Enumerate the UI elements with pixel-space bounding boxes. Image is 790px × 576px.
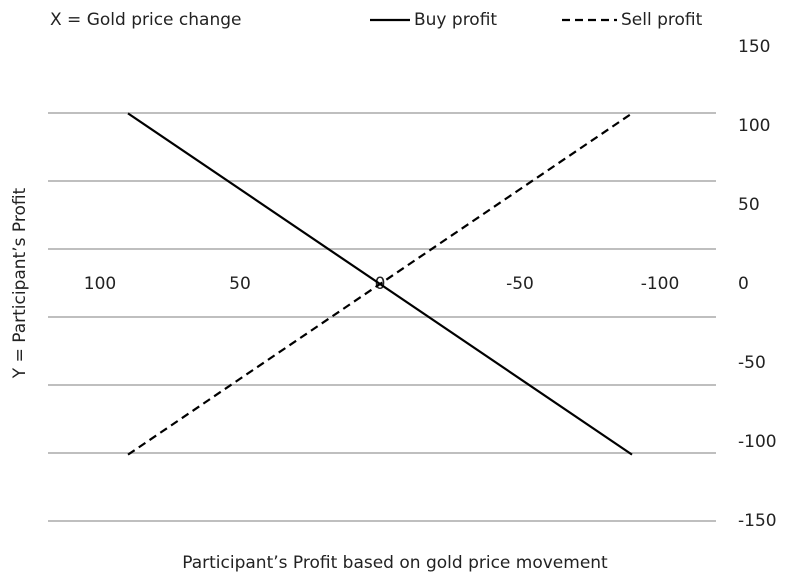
legend-label: Sell profit <box>621 10 703 30</box>
y-tick-label: 50 <box>738 195 760 215</box>
x-tick-label: 50 <box>229 274 251 294</box>
legend-label: Buy profit <box>414 10 497 30</box>
chart-title: Participant’s Profit based on gold price… <box>182 553 608 573</box>
x-tick-label: -100 <box>641 274 680 294</box>
y-tick-label: 0 <box>738 274 749 294</box>
y-tick-label: 100 <box>738 116 770 136</box>
x-axis-label: X = Gold price change <box>50 10 241 30</box>
x-tick-label: -50 <box>506 274 534 294</box>
grid <box>48 112 716 522</box>
series-line <box>127 112 633 456</box>
y-tick-label: -150 <box>738 511 777 531</box>
x-tick-label: 100 <box>84 274 116 294</box>
y-tick-label: -100 <box>738 432 777 452</box>
y-tick-label: 150 <box>738 37 770 57</box>
y-axis-label: Y = Participant’s Profit <box>10 187 30 379</box>
y-tick-label: -50 <box>738 353 766 373</box>
